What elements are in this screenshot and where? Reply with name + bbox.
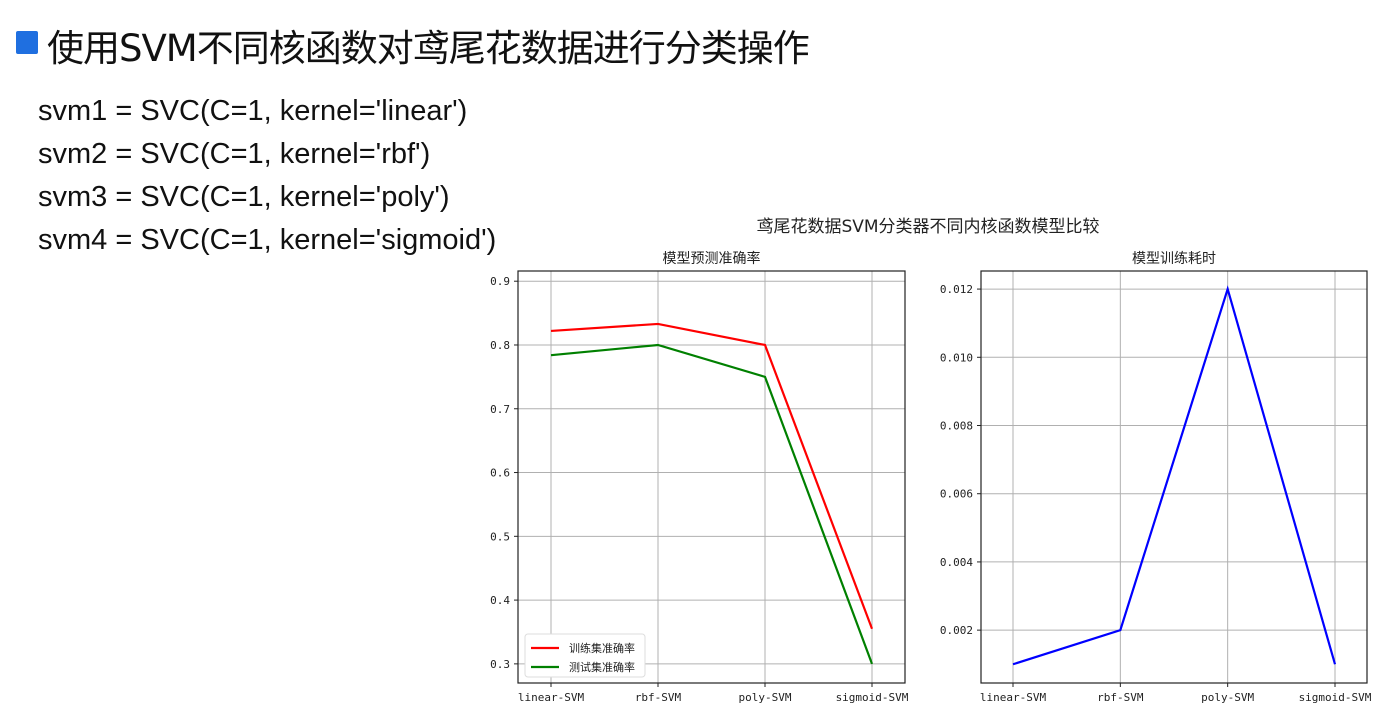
x-tick-label: rbf-SVM bbox=[1097, 691, 1144, 704]
x-tick-label: sigmoid-SVM bbox=[1299, 691, 1372, 704]
axes-frame bbox=[980, 270, 1368, 684]
legend-label: 训练集准确率 bbox=[569, 641, 635, 655]
series-line bbox=[550, 343, 874, 665]
y-tick-label: 0.002 bbox=[940, 624, 973, 637]
subplot-title: 模型预测准确率 bbox=[663, 250, 761, 267]
y-tick-label: 0.5 bbox=[490, 530, 510, 543]
subplot-title: 模型训练耗时 bbox=[1132, 251, 1216, 267]
code-block: svm1 = SVC(C=1, kernel='linear') svm2 = … bbox=[38, 90, 496, 262]
y-tick-label: 0.8 bbox=[490, 339, 510, 352]
y-tick-label: 0.006 bbox=[940, 488, 973, 501]
x-tick-label: linear-SVM bbox=[980, 691, 1047, 704]
y-tick-label: 0.9 bbox=[490, 275, 510, 288]
code-line: svm2 = SVC(C=1, kernel='rbf') bbox=[38, 138, 431, 170]
y-tick-label: 0.010 bbox=[940, 351, 973, 364]
legend-label: 测试集准确率 bbox=[569, 660, 635, 674]
code-line: svm1 = SVC(C=1, kernel='linear') bbox=[38, 95, 468, 127]
y-tick-label: 0.6 bbox=[490, 467, 510, 480]
x-tick-label: linear-SVM bbox=[518, 691, 585, 704]
axes-frame bbox=[517, 270, 906, 684]
x-tick-label: poly-SVM bbox=[1201, 691, 1254, 704]
code-line: svm3 = SVC(C=1, kernel='poly') bbox=[38, 181, 450, 213]
bullet-square-icon bbox=[16, 31, 38, 54]
y-tick-label: 0.012 bbox=[940, 283, 973, 296]
x-tick-label: rbf-SVM bbox=[635, 691, 682, 704]
code-line: svm4 = SVC(C=1, kernel='sigmoid') bbox=[38, 224, 497, 256]
y-tick-label: 0.008 bbox=[940, 420, 973, 433]
series-line bbox=[1012, 285, 1337, 666]
y-tick-label: 0.3 bbox=[490, 658, 510, 671]
page-title: 使用SVM不同核函数对鸢尾花数据进行分类操作 bbox=[47, 27, 810, 70]
y-tick-label: 0.004 bbox=[940, 556, 973, 569]
figure-title: 鸢尾花数据SVM分类器不同内核函数模型比较 bbox=[756, 217, 1099, 237]
x-tick-label: sigmoid-SVM bbox=[836, 691, 909, 704]
y-tick-label: 0.4 bbox=[490, 594, 510, 607]
x-tick-label: poly-SVM bbox=[739, 691, 792, 704]
y-tick-label: 0.7 bbox=[490, 403, 510, 416]
series-line bbox=[550, 322, 874, 630]
